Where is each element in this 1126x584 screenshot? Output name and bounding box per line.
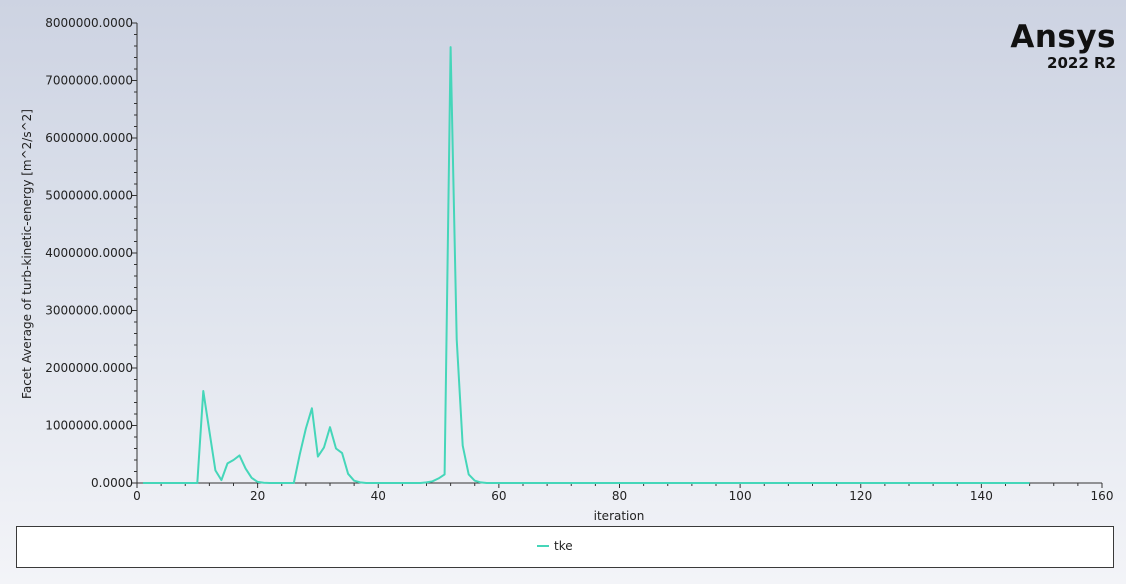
x-axis-label: iteration — [594, 509, 645, 523]
y-tick-label: 7000000.0000 — [45, 74, 133, 88]
y-tick-label: 6000000.0000 — [45, 131, 133, 145]
x-tick-label: 100 — [729, 489, 752, 503]
x-tick-label: 60 — [491, 489, 506, 503]
logo-name: Ansys — [1010, 19, 1116, 55]
chart-series — [143, 46, 1030, 484]
series-line-tke — [143, 46, 1030, 484]
x-tick-label: 0 — [133, 489, 141, 503]
x-tick-label: 80 — [612, 489, 627, 503]
x-tick-label: 120 — [849, 489, 872, 503]
y-axis-label: Facet Average of turb-kinetic-energy [m^… — [20, 109, 34, 399]
y-tick-label: 0.0000 — [91, 476, 133, 490]
ansys-logo: Ansys 2022 R2 — [1010, 22, 1116, 71]
y-tick-label: 5000000.0000 — [45, 189, 133, 203]
y-tick-label: 8000000.0000 — [45, 16, 133, 30]
chart-ticks: 0 20 40 60 80 100 120 140 160 0.0000 1000000.0000 2… — [45, 16, 1113, 503]
y-tick-label: 1000000.0000 — [45, 419, 133, 433]
legend-swatch — [537, 545, 549, 547]
x-tick-label: 160 — [1091, 489, 1114, 503]
legend-label: tke — [554, 539, 573, 553]
y-tick-label: 2000000.0000 — [45, 361, 133, 375]
chart-axes — [136, 23, 1102, 484]
y-tick-label: 4000000.0000 — [45, 246, 133, 260]
legend: tke — [16, 526, 1114, 568]
legend-item-tke[interactable]: tke — [537, 539, 573, 553]
y-tick-label: 3000000.0000 — [45, 304, 133, 318]
x-tick-label: 140 — [970, 489, 993, 503]
logo-version: 2022 R2 — [1047, 54, 1116, 72]
x-tick-label: 40 — [371, 489, 386, 503]
x-tick-label: 20 — [250, 489, 265, 503]
